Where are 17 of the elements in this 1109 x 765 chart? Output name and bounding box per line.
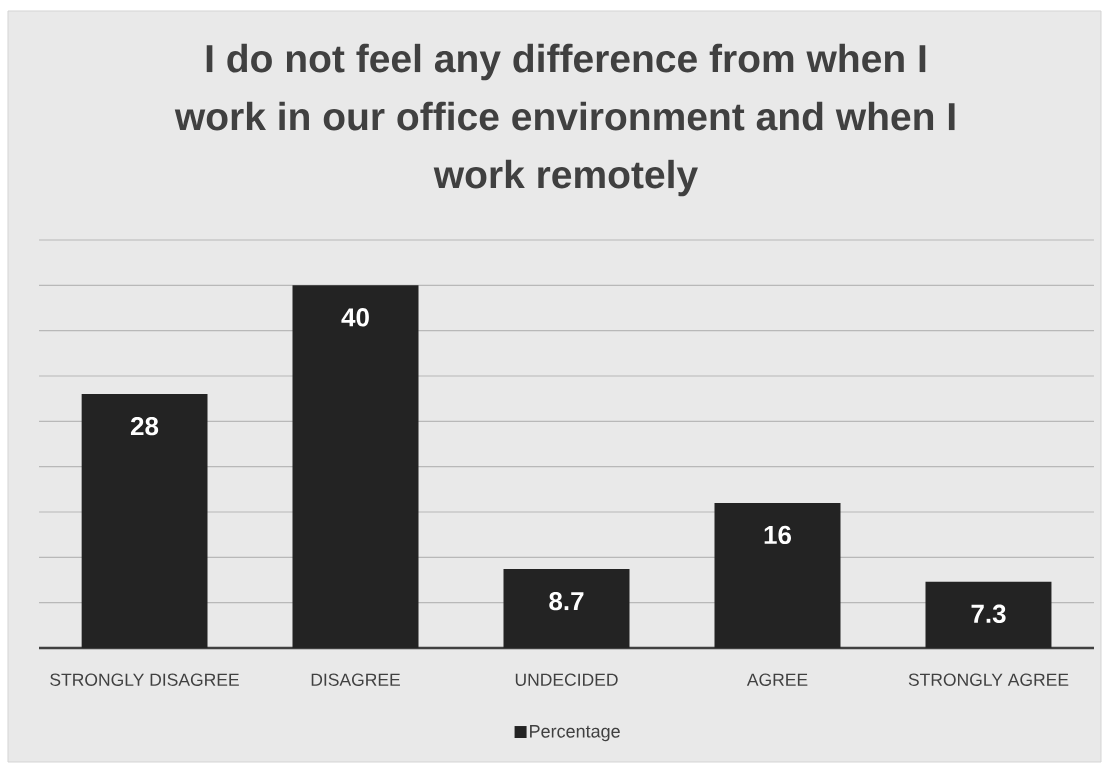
x-tick-label: UNDECIDED bbox=[515, 673, 618, 686]
legend-label: Percentage bbox=[530, 725, 620, 742]
data-label: 16 bbox=[764, 525, 792, 545]
bar bbox=[925, 581, 1052, 648]
x-tick-label: DISAGREE bbox=[311, 673, 400, 686]
x-tick-label: AGREE bbox=[746, 673, 808, 686]
bar bbox=[292, 285, 419, 648]
data-label: 28 bbox=[130, 416, 159, 436]
data-label: 8.7 bbox=[549, 591, 584, 611]
data-label: 7.3 bbox=[971, 604, 1006, 624]
chart-title: I do not feel any difference from when I work in our office environment and when I work remotely bbox=[174, 43, 955, 197]
x-tick-label: STRONGLY DISAGREE bbox=[50, 673, 239, 686]
x-tick-label: STRONGLY AGREE bbox=[908, 673, 1069, 686]
bar bbox=[714, 502, 841, 648]
bar bbox=[81, 394, 208, 648]
bar bbox=[503, 569, 630, 648]
data-label: 40 bbox=[341, 308, 369, 327]
